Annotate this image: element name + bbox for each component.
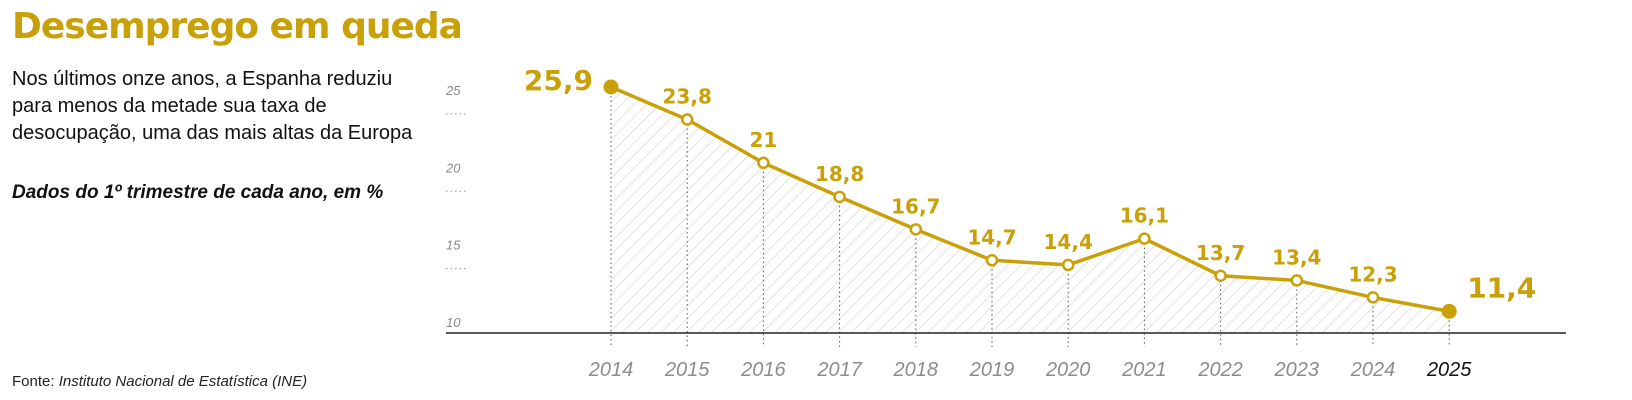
y-tick-label-10: 10 [446,315,461,330]
data-point-2024 [1366,291,1380,304]
data-label-2017: 18,8 [815,162,864,186]
x-tick-label-2014: 2014 [588,359,634,381]
source-credit: Fonte: Instituto Nacional de Estatística… [12,373,307,390]
chart-note: Dados do 1º trimestre de cada ano, em % [12,182,384,203]
data-point-2023 [1290,274,1304,287]
x-tick-label-2019: 2019 [969,359,1015,381]
data-label-2020: 14,4 [1044,230,1093,254]
data-point-2020 [1061,258,1075,272]
x-tick-label-2021: 2021 [1121,359,1167,381]
x-tick-label-2018: 2018 [893,359,939,381]
data-label-2023: 13,4 [1272,245,1321,269]
x-tick-label-2017: 2017 [816,359,862,381]
x-tick-label-2022: 2022 [1197,359,1243,381]
x-tick-label-2020: 2020 [1045,359,1091,381]
y-tick-label-15: 15 [446,238,461,253]
data-label-2021: 16,1 [1120,204,1169,228]
data-point-2017 [833,190,846,204]
x-tick-label-2016: 2016 [740,359,786,381]
data-label-2019: 14,7 [967,225,1016,249]
data-label-2024: 12,3 [1348,262,1397,286]
data-point-2022 [1214,269,1227,283]
data-label-2018: 16,7 [891,194,940,218]
source-name: Instituto Nacional de Estatística (INE) [58,373,308,390]
x-tick-label-2015: 2015 [664,359,710,381]
chart-title: Desemprego em queda [12,6,463,47]
line-layer [610,85,1450,314]
data-label-2014: 25,9 [524,64,593,97]
data-point-2014 [603,79,619,95]
series-line [610,85,1450,314]
x-tick-label-2023: 2023 [1274,359,1320,381]
x-axis-ticks: 2014 2015 2016 2017 2018 2019 2020 2021 2022 2023… [588,359,1473,381]
data-label-2016: 21 [749,128,777,152]
y-tick-label-25: 25 [445,83,461,98]
data-point-2016 [757,156,770,170]
chart-subtitle: Nos últimos onze anos, a Espanha reduziu… [12,68,413,144]
y-tick-label-20: 20 [445,160,461,175]
hatched-area [611,87,1450,333]
data-point-2018 [909,223,923,236]
data-point-2025 [1441,303,1457,319]
data-label-2015: 23,8 [663,84,712,108]
data-point-2015 [680,113,694,126]
data-label-layer: 25,9 23,8 21 18,8 16,7 14,7 14,4 16,1 13,7 13,4 12… [524,64,1536,304]
x-tick-label-2025: 2025 [1426,359,1472,381]
data-point-2019 [985,254,999,267]
point-layer [603,79,1457,319]
data-label-2025: 11,4 [1467,271,1536,304]
area-layer [611,87,1450,333]
y-axis-ticks: 10 15 20 25 [445,83,468,330]
data-label-2022: 13,7 [1196,241,1245,265]
source-prefix: Fonte: [12,373,55,390]
x-tick-label-2024: 2024 [1350,359,1396,381]
data-point-2021 [1138,232,1151,245]
